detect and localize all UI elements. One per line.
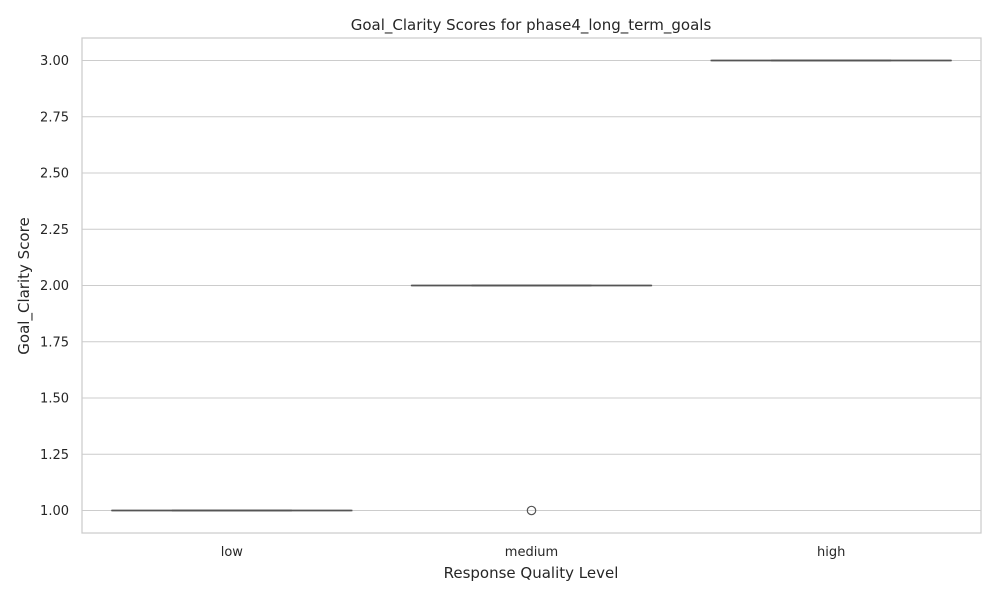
y-tick-label: 1.75 xyxy=(40,335,69,350)
y-tick-label: 2.75 xyxy=(40,110,69,125)
y-axis-ticks: 1.00 1.25 1.50 1.75 2.00 2.25 2.50 2.75 3.00 xyxy=(40,54,69,519)
y-axis-label: Goal_Clarity Score xyxy=(15,217,34,354)
y-tick-label: 2.25 xyxy=(40,223,69,238)
y-tick-label: 3.00 xyxy=(40,54,69,69)
x-axis-ticks: low medium high xyxy=(221,545,846,560)
box-medium xyxy=(410,284,653,516)
x-axis-label: Response Quality Level xyxy=(444,564,619,582)
x-tick-label: high xyxy=(817,545,845,560)
y-tick-label: 1.25 xyxy=(40,448,69,463)
y-tick-label: 2.50 xyxy=(40,167,69,182)
y-tick-label: 1.50 xyxy=(40,392,69,407)
box-layer xyxy=(111,59,952,516)
plot-frame xyxy=(81,37,982,534)
box-outlier xyxy=(526,505,537,516)
y-tick-label: 1.00 xyxy=(40,504,69,519)
chart-title: Goal_Clarity Scores for phase4_long_term… xyxy=(351,16,712,35)
x-tick-label: medium xyxy=(505,545,558,560)
y-tick-label: 2.00 xyxy=(40,279,69,294)
x-tick-label: low xyxy=(221,545,244,560)
